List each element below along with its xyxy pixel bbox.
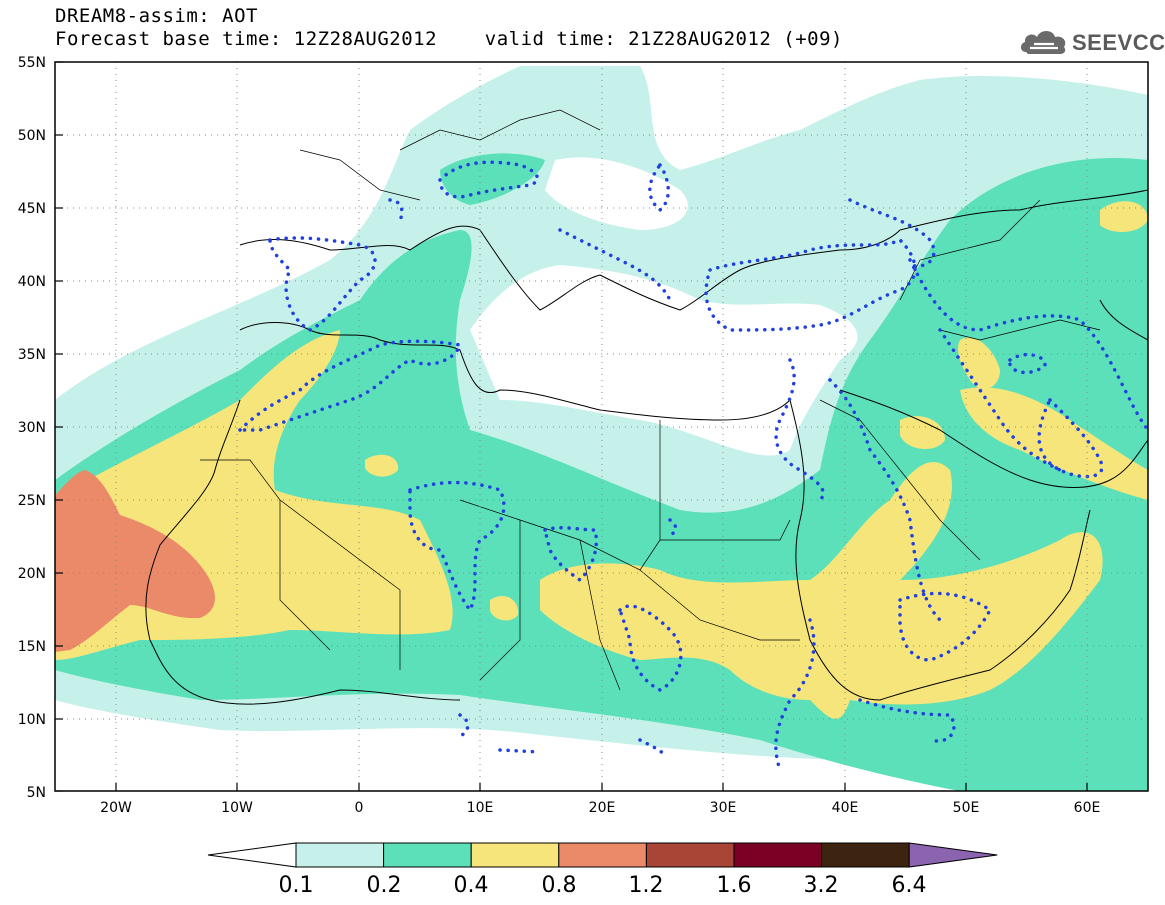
colorbar-segment [383, 842, 472, 868]
aot-level-0.8 [55, 470, 215, 652]
colorbar-label: 0.1 [279, 873, 314, 898]
colorbar [207, 842, 998, 868]
colorbar-segment [295, 842, 385, 868]
aot-clean-mediterranean [470, 265, 858, 456]
colorbar-segment [645, 842, 735, 868]
graticule [55, 62, 1148, 791]
map-title: DREAM8-assim: AOT [55, 5, 258, 27]
colorbar-under-triangle [207, 842, 297, 868]
colorbar-segment [558, 842, 647, 868]
lat-label: 40N [18, 274, 46, 290]
coastlines [145, 189, 1148, 705]
lat-label: 20N [18, 566, 46, 582]
lon-labels: 20W 10W 0 10E 20E 30E 40E 50E 60E [100, 800, 1100, 816]
colorbar-label: 6.4 [892, 873, 927, 898]
lon-label: 10E [467, 800, 494, 816]
colorbar-over-triangle [908, 842, 998, 868]
logo-text: SEEVCCC [1072, 30, 1165, 55]
blue-dotted-contours [235, 160, 1148, 772]
colorbar-label: 0.2 [367, 873, 402, 898]
lat-labels: 5N 10N 15N 20N 25N 30N 35N 40N 45N 50N 5… [18, 55, 46, 801]
aot-field [55, 62, 1148, 791]
lon-label: 20W [100, 800, 132, 816]
cloud-icon [1020, 31, 1066, 54]
axis-ticks [55, 61, 1088, 792]
lon-label: 50E [953, 800, 980, 816]
colorbar-segment [821, 842, 910, 868]
colorbar-segment [470, 842, 560, 868]
country-borders [200, 109, 1101, 691]
lon-label: 0 [355, 800, 364, 816]
colorbar-label: 3.2 [804, 873, 839, 898]
lon-label: 10W [221, 800, 253, 816]
lon-label: 60E [1074, 800, 1101, 816]
lat-label: 50N [18, 128, 46, 144]
forecast-time-line: Forecast base time: 12Z28AUG2012 valid t… [55, 28, 843, 50]
colorbar-label: 1.6 [717, 873, 752, 898]
aot-clean-europe [219, 66, 501, 250]
colorbar-label: 0.8 [542, 873, 577, 898]
lon-label: 20E [589, 800, 616, 816]
colorbar-segment [733, 842, 823, 868]
seevccc-logo: SEEVCCC [1018, 24, 1165, 58]
colorbar-labels: 0.1 0.2 0.4 0.8 1.2 1.6 3.2 6.4 [279, 873, 927, 898]
lat-label: 45N [18, 201, 46, 217]
lat-label: 55N [18, 55, 46, 71]
lat-label: 15N [18, 639, 46, 655]
colorbar-label: 0.4 [454, 873, 489, 898]
lat-label: 5N [27, 785, 46, 801]
lon-label: 30E [710, 800, 737, 816]
lat-label: 25N [18, 493, 46, 509]
colorbar-label: 1.2 [629, 873, 664, 898]
lat-label: 30N [18, 420, 46, 436]
lon-label: 40E [832, 800, 859, 816]
lat-label: 10N [18, 712, 46, 728]
lat-label: 35N [18, 347, 46, 363]
